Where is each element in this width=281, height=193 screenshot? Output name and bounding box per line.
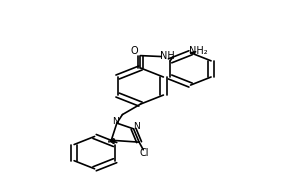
Text: O: O (130, 46, 138, 56)
Text: N: N (133, 122, 140, 131)
Text: NH: NH (160, 51, 175, 61)
Text: Cl: Cl (140, 148, 149, 158)
Text: N: N (112, 117, 119, 126)
Text: NH₂: NH₂ (189, 46, 208, 56)
